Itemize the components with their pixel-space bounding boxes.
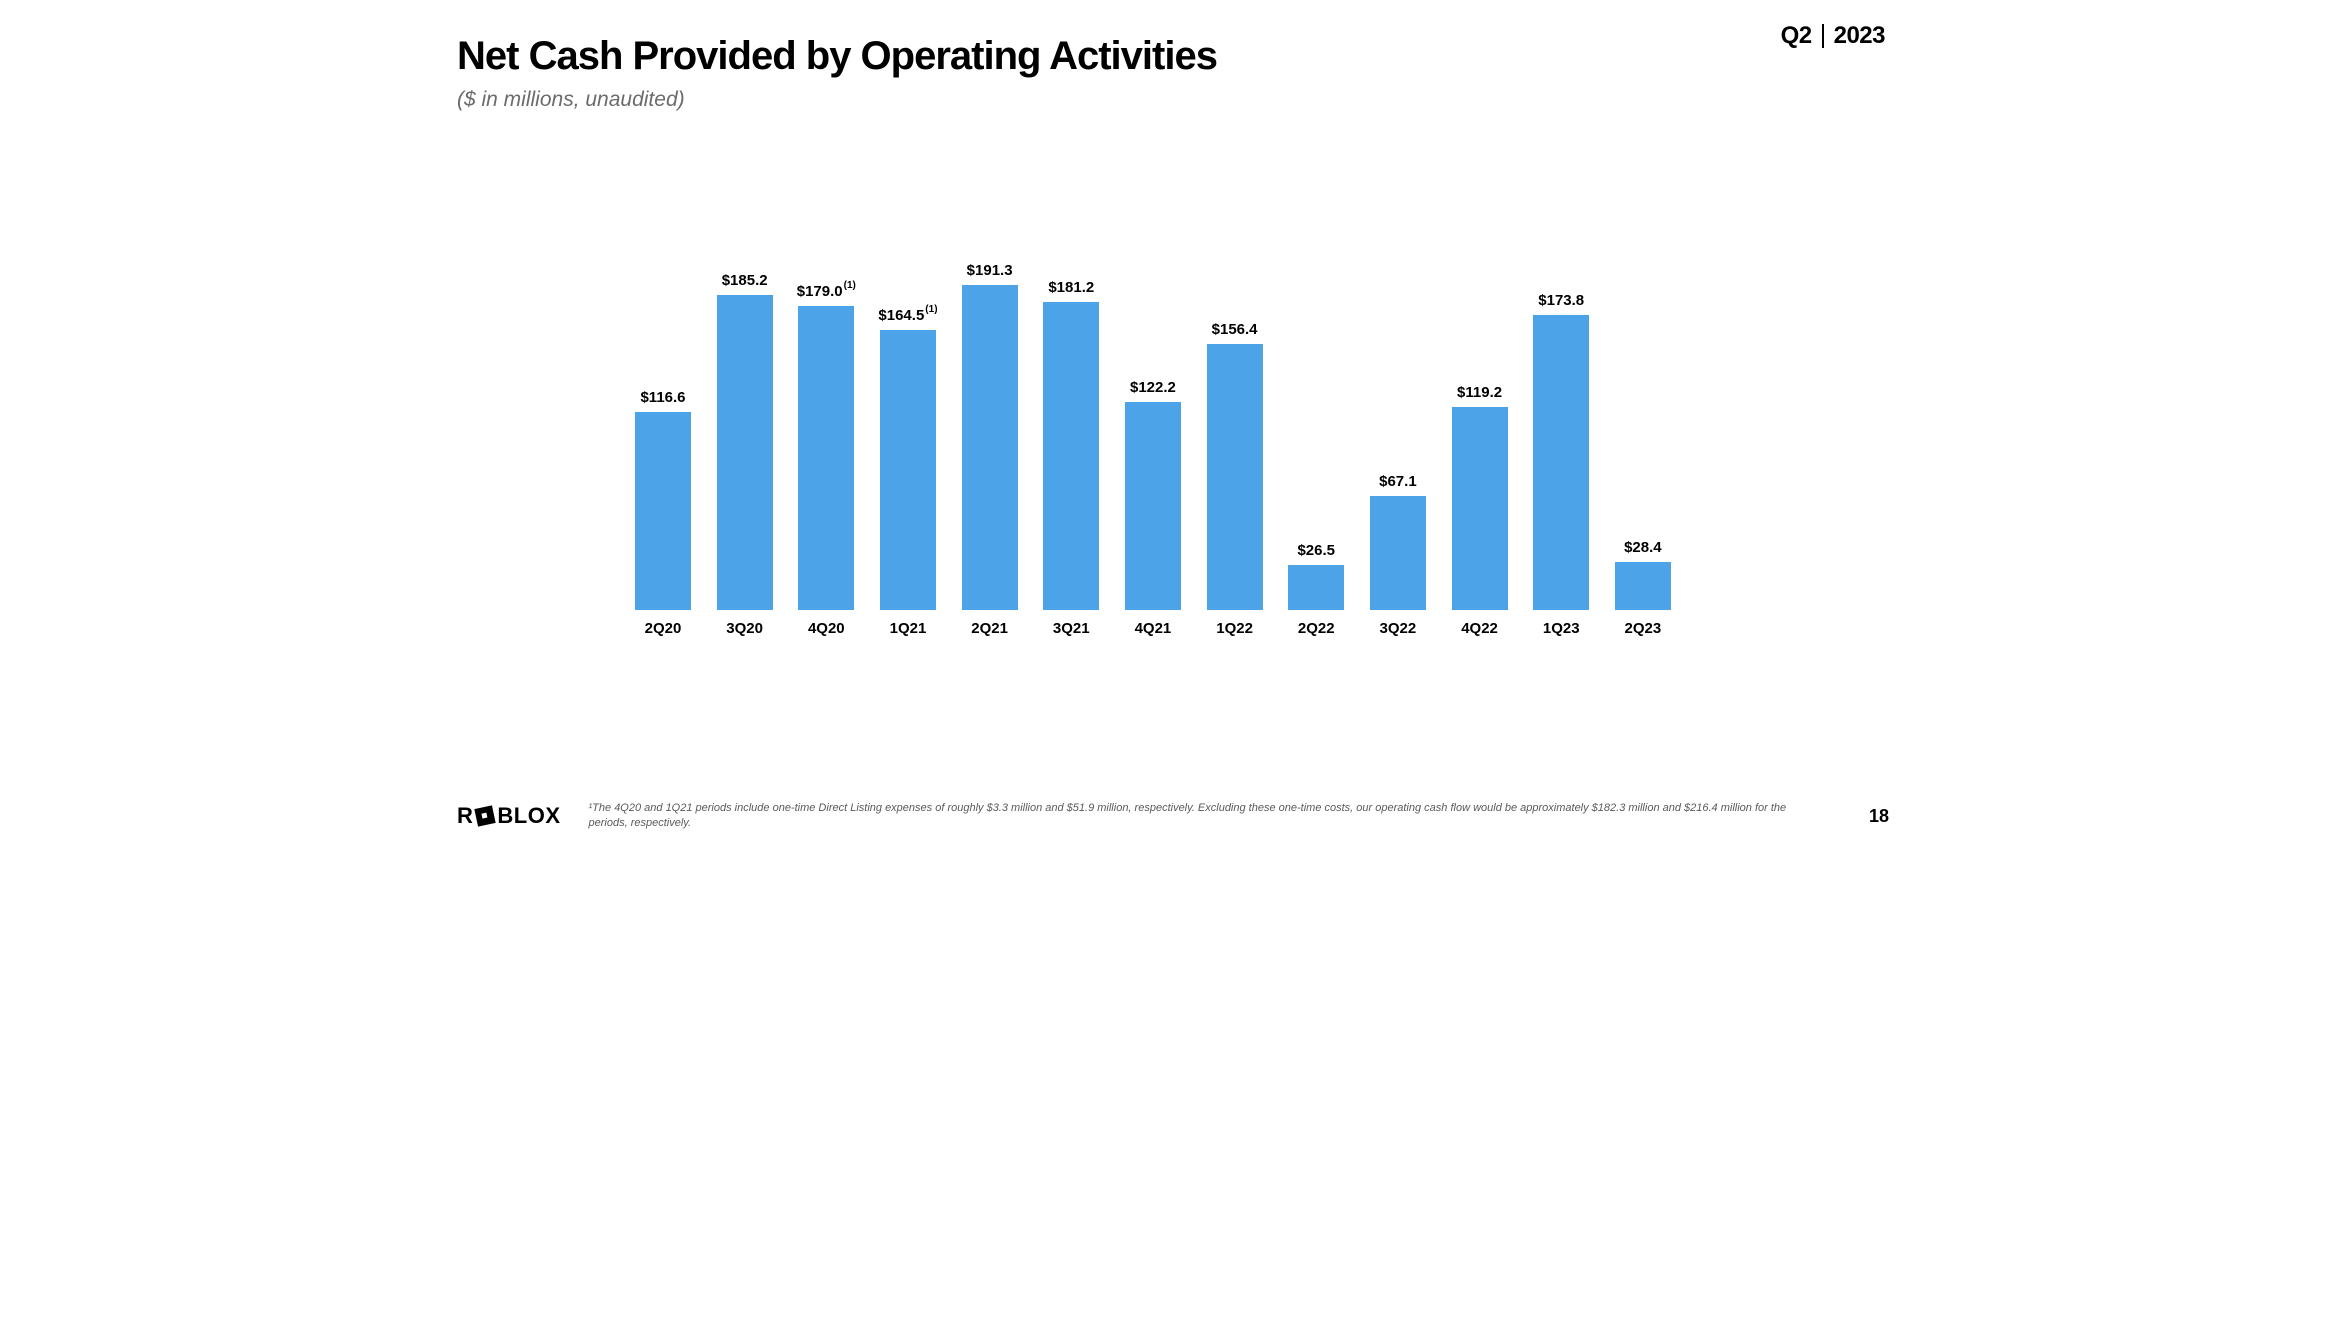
- bar-value-label: $179.0(1): [797, 283, 856, 300]
- bar-value-label: $67.1: [1379, 473, 1417, 490]
- xaxis-label: 2Q22: [1286, 620, 1346, 650]
- bar: [1615, 562, 1671, 610]
- bar-col: $173.8: [1531, 292, 1591, 610]
- bar: [1452, 407, 1508, 610]
- quarter-label: Q2: [1781, 22, 1812, 50]
- xaxis-label: 2Q20: [633, 620, 693, 650]
- bar-col: $26.5: [1286, 542, 1346, 610]
- bars-container: $116.6 $185.2 $179.0(1) $164.5(1) $191.3 $181…: [633, 250, 1673, 610]
- bar: [798, 306, 854, 610]
- bar: [635, 412, 691, 610]
- bar-col: $116.6: [633, 389, 693, 610]
- bar-value-label: $119.2: [1457, 384, 1502, 401]
- bar: [880, 330, 936, 610]
- bar-col: $179.0(1): [796, 283, 856, 610]
- bar: [1043, 302, 1099, 610]
- bar-value-label: $156.4: [1212, 321, 1258, 338]
- bar-col: $122.2: [1123, 379, 1183, 610]
- bar-col: $185.2: [715, 272, 775, 610]
- logo-text-post: BLOX: [497, 803, 560, 829]
- footnote-marker: (1): [925, 304, 937, 315]
- logo-text-pre: R: [457, 803, 473, 829]
- bar-col: $156.4: [1205, 321, 1265, 610]
- bar-value-label: $191.3: [967, 262, 1013, 279]
- bar-col: $181.2: [1041, 279, 1101, 610]
- xaxis-label: 1Q22: [1205, 620, 1265, 650]
- slide: Q2 2023 Net Cash Provided by Operating A…: [413, 0, 1933, 855]
- page-title: Net Cash Provided by Operating Activitie…: [457, 34, 1217, 79]
- bar: [1207, 344, 1263, 610]
- bar: [1125, 402, 1181, 610]
- period-header: Q2 2023: [1781, 22, 1885, 50]
- xaxis-label: 3Q22: [1368, 620, 1428, 650]
- bar-value-label: $116.6: [640, 389, 685, 406]
- bar-value-label: $164.5(1): [878, 307, 937, 324]
- bar: [1288, 565, 1344, 610]
- bar: [1370, 496, 1426, 610]
- xaxis-label: 2Q23: [1613, 620, 1673, 650]
- footnote-text: ¹The 4Q20 and 1Q21 periods include one-t…: [589, 801, 1789, 831]
- footer: R BLOX ¹The 4Q20 and 1Q21 periods includ…: [457, 801, 1889, 831]
- year-label: 2023: [1834, 22, 1885, 50]
- xaxis-label: 1Q23: [1531, 620, 1591, 650]
- footnote-marker: (1): [844, 280, 856, 291]
- bar-col: $28.4: [1613, 539, 1673, 610]
- page-number: 18: [1869, 806, 1889, 827]
- xaxis-container: 2Q20 3Q20 4Q20 1Q21 2Q21 3Q21 4Q21 1Q22 2Q22 3Q22…: [633, 620, 1673, 650]
- bar-col: $164.5(1): [878, 307, 938, 610]
- bar: [717, 295, 773, 610]
- xaxis-label: 1Q21: [878, 620, 938, 650]
- xaxis-label: 3Q21: [1041, 620, 1101, 650]
- bar-value-label: $181.2: [1048, 279, 1094, 296]
- bar-value-label: $185.2: [722, 272, 768, 289]
- bar-col: $67.1: [1368, 473, 1428, 610]
- page-subtitle: ($ in millions, unaudited): [457, 88, 685, 112]
- xaxis-label: 4Q21: [1123, 620, 1183, 650]
- bar-value-label: $173.8: [1538, 292, 1584, 309]
- brand-logo: R BLOX: [457, 803, 561, 829]
- xaxis-label: 3Q20: [715, 620, 775, 650]
- xaxis-label: 2Q21: [960, 620, 1020, 650]
- bar-col: $119.2: [1450, 384, 1510, 610]
- bar-chart: $116.6 $185.2 $179.0(1) $164.5(1) $191.3 $181…: [633, 170, 1673, 650]
- bar-value-label: $122.2: [1130, 379, 1176, 396]
- xaxis-label: 4Q20: [796, 620, 856, 650]
- logo-square-icon: [475, 805, 496, 826]
- bar: [962, 285, 1018, 610]
- xaxis-label: 4Q22: [1450, 620, 1510, 650]
- bar-col: $191.3: [960, 262, 1020, 610]
- bar: [1533, 315, 1589, 610]
- bar-value-label: $26.5: [1297, 542, 1335, 559]
- divider-icon: [1822, 24, 1824, 48]
- bar-value-label: $28.4: [1624, 539, 1662, 556]
